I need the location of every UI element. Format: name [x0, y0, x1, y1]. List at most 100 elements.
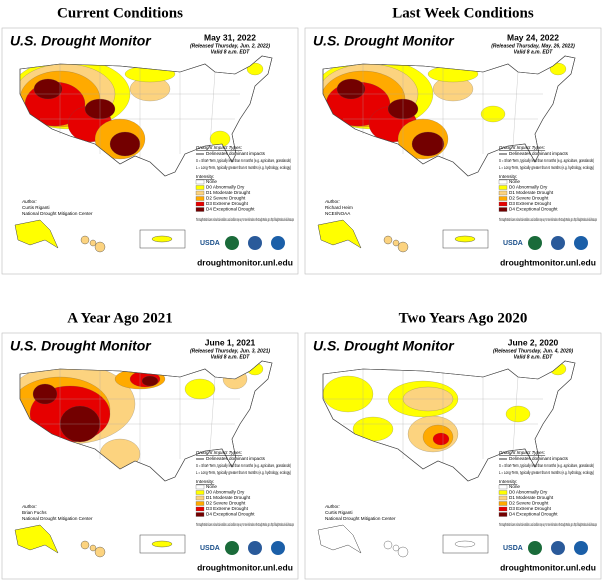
hawaii: [383, 540, 393, 550]
url: droughtmonitor.unl.edu: [500, 562, 596, 572]
puerto-rico: [151, 235, 173, 243]
alaska: [317, 524, 362, 554]
legend-label: D4 Exceptional Drought: [509, 512, 558, 517]
legend-label: D4 Exceptional Drought: [206, 512, 255, 517]
agency-logo: [271, 541, 285, 555]
us-map: [322, 360, 576, 482]
drought-area: [505, 405, 531, 423]
released: (Released Thursday, Jun. 2, 2022): [190, 43, 270, 49]
legend-label: D2 Severe Drought: [509, 196, 549, 201]
puerto-rico: [454, 235, 476, 243]
author-label: Author:: [324, 504, 341, 509]
map-title: U.S. Drought Monitor: [10, 33, 152, 49]
legend-label: D1 Moderate Drought: [206, 495, 251, 500]
hawaii: [397, 241, 409, 253]
us-map: [322, 55, 576, 177]
author-label: Author:: [324, 199, 341, 204]
usda-logo: USDA: [503, 545, 523, 552]
impact-delineates: Delineates dominant impacts: [206, 456, 266, 461]
note: The Drought Monitor focuses on broad-sca…: [196, 217, 294, 222]
agency-logo: [551, 541, 565, 555]
hawaii: [80, 540, 90, 550]
legend-swatch: [195, 196, 205, 201]
legend: Drought Impact Types:Delineates dominant…: [195, 450, 294, 527]
author-org: NCEI/NOAA: [325, 211, 351, 216]
puerto-rico: [151, 540, 173, 548]
author-org: National Drought Mitigation Center: [22, 516, 93, 521]
legend-label: D2 Severe Drought: [509, 501, 549, 506]
impact-short: S = Short-Term, typically less than 6 mo…: [499, 158, 594, 163]
impact-title: Drought Impact Types:: [196, 450, 243, 455]
panel: Current Conditions U.S. Drought Monitor Ma…: [1, 5, 299, 275]
map-date: May 24, 2022: [507, 32, 559, 42]
panel: Last Week Conditions U.S. Drought Monitor…: [304, 5, 602, 275]
legend-label: D0 Abnormally Dry: [509, 490, 548, 495]
legend-label: None: [509, 179, 520, 184]
hawaii: [89, 239, 97, 247]
legend-label: D1 Moderate Drought: [206, 190, 251, 195]
valid: Valid 8 a.m. EDT: [514, 354, 554, 360]
legend-swatch: [498, 501, 508, 506]
usda-logo: USDA: [200, 545, 220, 552]
panel-heading: A Year Ago 2021: [67, 310, 172, 326]
legend-swatch: [195, 179, 205, 185]
legend-swatch: [195, 185, 205, 190]
legend: Drought Impact Types:Delineates dominant…: [498, 145, 597, 222]
legend-swatch: [498, 484, 508, 490]
valid: Valid 8 a.m. EDT: [211, 49, 251, 55]
url: droughtmonitor.unl.edu: [197, 562, 293, 572]
released: (Released Thursday, Jun. 4, 2020): [493, 348, 573, 354]
hawaii: [94, 241, 106, 253]
legend-swatch: [498, 495, 508, 501]
drought-area: [246, 62, 264, 76]
drought-area: [33, 78, 63, 100]
hawaii: [89, 544, 97, 552]
legend-swatch: [498, 490, 508, 495]
hawaii: [94, 546, 106, 558]
legend-label: D4 Exceptional Drought: [509, 207, 558, 212]
drought-area: [411, 131, 445, 157]
us-outline-stroke: [19, 360, 273, 482]
impact-long: L = Long-Term, typically greater than 6 …: [499, 470, 594, 475]
released: (Released Thursday, Jun. 3, 2021): [190, 348, 270, 354]
us-outline-stroke: [322, 55, 576, 177]
url: droughtmonitor.unl.edu: [500, 257, 596, 267]
intensity-title: Intensity:: [499, 174, 517, 179]
note: The Drought Monitor focuses on broad-sca…: [499, 217, 597, 222]
drought-area: [549, 62, 567, 76]
panel: A Year Ago 2021 U.S. Drought Monitor June …: [1, 310, 299, 580]
valid: Valid 8 a.m. EDT: [211, 354, 251, 360]
intensity-title: Intensity:: [196, 174, 214, 179]
valid: Valid 8 a.m. EDT: [514, 49, 554, 55]
impact-short: S = Short-Term, typically less than 6 mo…: [499, 463, 594, 468]
usda-logo: USDA: [200, 240, 220, 247]
author-org: National Drought Mitigation Center: [22, 211, 93, 216]
state-lines: [323, 369, 543, 464]
agency-logo: [528, 236, 542, 250]
panel-heading: Two Years Ago 2020: [399, 310, 528, 326]
legend-label: D3 Extreme Drought: [509, 201, 552, 206]
map-title: U.S. Drought Monitor: [10, 338, 152, 354]
alaska: [14, 219, 59, 249]
note: The Drought Monitor focuses on broad-sca…: [499, 522, 597, 527]
map-date: June 1, 2021: [205, 337, 256, 347]
agency-logo: [551, 236, 565, 250]
author-name: Brian Fuchs: [22, 510, 47, 515]
intensity-title: Intensity:: [499, 479, 517, 484]
impact-title: Drought Impact Types:: [499, 450, 546, 455]
impact-long: L = Long-Term, typically greater than 6 …: [196, 165, 291, 170]
released: (Released Thursday, May. 26, 2022): [491, 43, 575, 49]
legend-label: D1 Moderate Drought: [509, 495, 554, 500]
legend-swatch: [195, 495, 205, 501]
impact-title: Drought Impact Types:: [499, 145, 546, 150]
legend-label: None: [509, 484, 520, 489]
legend-label: D2 Severe Drought: [206, 196, 246, 201]
legend-label: D3 Extreme Drought: [206, 506, 249, 511]
impact-title: Drought Impact Types:: [196, 145, 243, 150]
agency-logo: [225, 236, 239, 250]
panel-heading: Last Week Conditions: [392, 5, 534, 21]
url: droughtmonitor.unl.edu: [197, 257, 293, 267]
legend-swatch: [195, 501, 205, 506]
legend-swatch: [498, 512, 508, 517]
legend-swatch: [195, 490, 205, 495]
